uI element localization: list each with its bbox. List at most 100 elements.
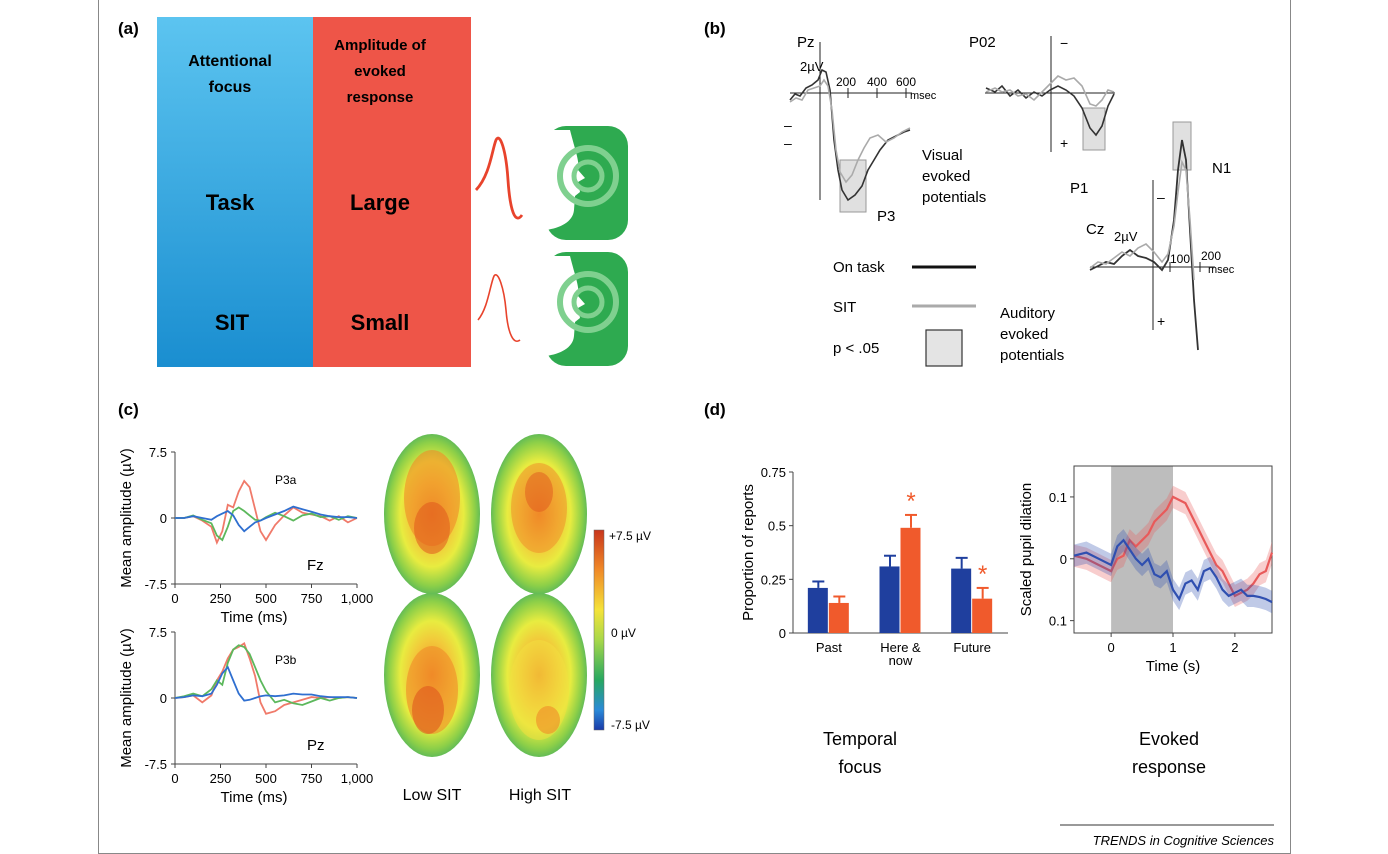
d-caption-right-1: Evoked [1139,729,1199,749]
small-wave-icon [477,274,521,342]
c-site-label: Pz [307,737,325,754]
d-caption-left-1: Temporal [823,729,897,749]
attentional-focus-column [157,17,313,367]
c-ytick-label: -7.5 [145,577,167,592]
d-line-xtick-label: 0 [1108,640,1115,655]
topomap-label-high: High SIT [509,787,571,804]
pz-unit: msec [910,90,937,102]
pz-tick-600: 600 [896,75,916,89]
d-bar-ylabel: Proportion of reports [740,484,757,621]
d-significance-star: * [978,561,987,588]
topomap-high-sit-bottom [491,593,587,757]
head-icon-sit [546,252,628,366]
color-scale-bar [593,529,605,731]
d-line-ylabel: Scaled pupil dilation [1018,483,1035,616]
panel-c-label: (c) [118,400,139,419]
panel-d-label: (d) [704,400,726,419]
po2-component: P1 [1070,180,1088,197]
cz-tick-100: 100 [1170,252,1190,266]
c-component-label: P3b [275,653,297,667]
d-bar-0-0 [807,587,828,633]
scale-max: +7.5 µV [609,529,651,543]
d-line-ytick-label: 0.1 [1049,614,1067,629]
d-bar-2-0 [951,568,972,633]
c-ylabel: Mean amplitude (µV) [118,448,135,588]
panel-d: (d) 0.75 0.5 0.25 0 Past Here &now Future * * Pro… [704,400,1274,777]
pz-scale: 2µV [800,59,824,74]
c-xlabel: Time (ms) [221,789,288,806]
row-small: Small [351,310,410,335]
d-series-line-1 [1073,538,1273,604]
c-series-line-2 [175,505,358,533]
c-ytick-label: -7.5 [145,757,167,772]
pz-component: P3 [877,208,895,225]
visual-caption-2: evoked [922,168,970,185]
panel-b-label: (b) [704,19,726,38]
legend-on-task: On task [833,259,885,276]
col1-header-line1: Attentional [188,53,272,70]
c-xtick-label: 0 [171,771,178,786]
panel-c: (c) 7.5 0 -7.5 0 250 500 750 1,000 Time (ms) Mean… [118,400,651,806]
row-task: Task [206,190,255,215]
c-xtick-label: 1,000 [341,771,374,786]
d-line-ytick-label: 0.1 [1049,490,1067,505]
legend-sit: SIT [833,299,856,316]
c-xtick-label: 500 [255,771,277,786]
pz-site: Pz [797,34,815,51]
topomap-low-sit-top [384,434,480,594]
c-series-line-2 [174,665,358,702]
d-stimulus-window [1111,466,1173,633]
pupil-dilation-chart: 0 1 2 0.1 0 0.1 Time (s) Scaled pupil dilation [1018,465,1274,675]
c-series-line-1 [174,644,358,706]
c-xtick-label: 250 [210,591,232,606]
pz-tick-400: 400 [867,75,887,89]
d-significance-star: * [906,488,915,515]
c-xtick-label: 1,000 [341,591,374,606]
chart-pz: 7.5 0 -7.5 0 250 500 750 1,000 Time (ms) Mean amp… [118,625,373,806]
pz-tick-200: 200 [836,75,856,89]
cz-component: N1 [1212,160,1231,177]
c-site-label: Fz [307,557,324,574]
c-ytick-label: 7.5 [149,625,167,640]
d-error-band-1 [1074,529,1272,614]
col2-header-line1: Amplitude of [334,37,427,54]
c-ytick-label: 0 [160,691,167,706]
d-bar-ytick-label: 0.75 [761,465,786,480]
temporal-focus-bar-chart: 0.75 0.5 0.25 0 Past Here &now Future * * Proport… [740,465,1008,668]
c-xlabel: Time (ms) [221,609,288,626]
auditory-caption-1: Auditory [1000,305,1056,322]
cz-unit: msec [1208,264,1235,276]
po2-sit-trace [985,75,1115,107]
auditory-caption-2: evoked [1000,326,1048,343]
d-line-xtick-label: 2 [1231,640,1238,655]
panel-a-label: (a) [118,19,139,38]
c-ytick-label: 0 [160,511,167,526]
panel-a: (a) Attentional focus Amplitude of evoke… [118,17,628,367]
c-xtick-label: 750 [301,771,323,786]
row-large: Large [350,190,410,215]
c-ylabel: Mean amplitude (µV) [118,628,135,768]
d-bar-0-1 [828,602,849,633]
d-bar-1-0 [879,566,900,633]
po2-site: P02 [969,34,996,51]
pz-minus2: – [784,135,792,151]
legend-b: On task SIT p < .05 [833,259,976,367]
row-sit: SIT [215,310,250,335]
visual-caption-1: Visual [922,147,963,164]
chart-fz: 7.5 0 -7.5 0 250 500 750 1,000 Time (ms) Mean amp… [118,445,373,626]
d-bar-ytick-label: 0.25 [761,572,786,587]
c-xtick-label: 250 [210,771,232,786]
d-bar-category-label: Here & [880,640,921,655]
po2-on-task-trace [985,84,1115,137]
cz-scale: 2µV [1114,229,1138,244]
c-ytick-label: 7.5 [149,445,167,460]
cz-minus: – [1157,189,1165,205]
po2-minus: − [1060,35,1068,51]
large-wave-icon [474,136,524,220]
d-bar-category-label: now [889,653,913,668]
col2-header-line2: evoked [354,63,406,80]
cz-site: Cz [1086,221,1104,238]
col2-header-line3: response [347,89,414,106]
c-xtick-label: 500 [255,591,277,606]
